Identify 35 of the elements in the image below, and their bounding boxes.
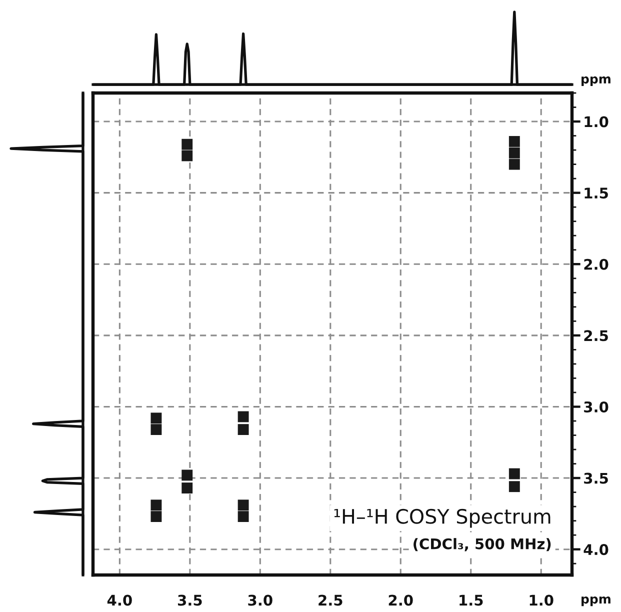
point [238,511,249,522]
point [238,424,249,436]
y-axis-title: ppm [582,76,610,86]
point [508,158,520,170]
annotation: ¹H–¹H COSY Spectrum [334,508,550,528]
y-tick-label: 1.0 [584,116,608,128]
point [508,136,520,147]
point [508,468,520,480]
point [150,511,162,522]
y-tick-label: 3.5 [584,472,608,484]
x-tick-label: 2.0 [388,594,413,606]
y-tick-label: 3.0 [584,401,608,412]
annotation: (CDCl₃, 500 MHz) [414,538,551,552]
point [150,412,162,424]
x-tick-label: 1.5 [460,594,483,606]
x-tick-label: 2.5 [318,594,342,606]
y-tick-label: 2.5 [584,330,608,342]
point [182,138,193,150]
point [508,481,520,492]
point [238,500,249,511]
point [182,150,193,162]
point [508,147,520,158]
x-tick-label: 4.0 [107,594,132,606]
point [150,424,162,436]
x-axis-title: ppm [582,596,610,606]
point [238,411,249,422]
point [182,482,193,494]
x-tick-label: 1.0 [530,594,554,606]
point [150,500,162,511]
point [182,470,193,481]
y-tick-label: 4.0 [584,544,608,556]
y-tick-label: 2.0 [584,258,608,270]
x-tick-label: 3.0 [248,594,272,606]
y-tick-label: 1.5 [584,188,608,199]
x-tick-label: 3.5 [178,594,202,606]
